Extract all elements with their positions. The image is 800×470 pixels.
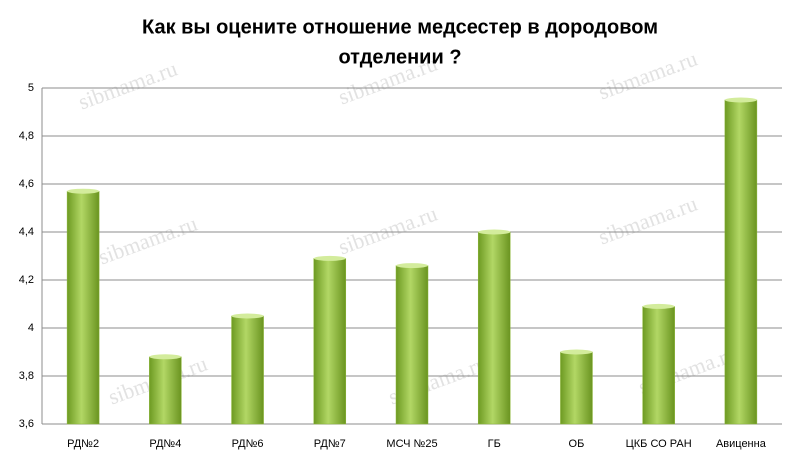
bar-group xyxy=(724,97,758,425)
bar xyxy=(313,258,347,425)
bar xyxy=(395,265,429,425)
watermark: sibmama.ru xyxy=(95,211,201,270)
x-tick-label: ГБ xyxy=(488,438,501,450)
y-tick-label: 4 xyxy=(28,322,34,334)
x-tick-label: РД№4 xyxy=(149,438,181,450)
chart-title: Как вы оцените отношение медсестер в дор… xyxy=(142,16,658,38)
bar-group xyxy=(395,263,429,425)
bar xyxy=(66,190,100,425)
x-tick-label: РД№6 xyxy=(232,438,264,450)
watermark: sibmama.ru xyxy=(335,201,441,260)
bar-top xyxy=(560,349,593,355)
bar-group xyxy=(313,255,347,425)
y-tick-label: 4,4 xyxy=(19,226,34,238)
x-tick-label: РД№2 xyxy=(67,438,99,450)
bar xyxy=(231,315,264,425)
bar-group xyxy=(560,349,593,425)
y-tick-label: 4,6 xyxy=(19,178,34,190)
bar-top xyxy=(149,354,182,360)
x-tick-label: ОБ xyxy=(569,438,585,450)
bar-top xyxy=(642,303,675,309)
bar-top xyxy=(396,263,428,269)
bar-group xyxy=(149,354,182,425)
bar-top xyxy=(313,255,346,261)
watermark: sibmama.ru xyxy=(75,56,181,115)
y-tick-label: 4,8 xyxy=(19,130,34,142)
bar xyxy=(642,306,675,425)
y-tick-label: 3,6 xyxy=(19,418,34,430)
y-tick-label: 3,8 xyxy=(19,370,34,382)
watermark: sibmama.ru xyxy=(595,191,701,250)
bar xyxy=(149,356,182,425)
bar xyxy=(724,99,758,425)
bar xyxy=(477,231,511,425)
bar-group xyxy=(477,229,511,425)
y-tick-label: 4,2 xyxy=(19,274,34,286)
x-tick-label: МСЧ №25 xyxy=(386,438,437,450)
bar-top xyxy=(67,188,100,194)
watermark: sibmama.ru xyxy=(595,46,701,105)
x-tick-label: РД№7 xyxy=(314,438,346,450)
bar-group xyxy=(231,313,264,425)
chart-title: отделении ? xyxy=(338,46,461,68)
x-tick-label: Авиценна xyxy=(716,438,767,450)
bar-top xyxy=(231,313,264,319)
bar-group xyxy=(642,303,675,425)
bar-top xyxy=(724,97,757,103)
bar-group xyxy=(66,188,100,425)
x-tick-label: ЦКБ СО РАН xyxy=(626,438,692,450)
y-tick-label: 5 xyxy=(28,82,34,94)
bar-top xyxy=(478,229,511,235)
bar xyxy=(560,351,593,425)
